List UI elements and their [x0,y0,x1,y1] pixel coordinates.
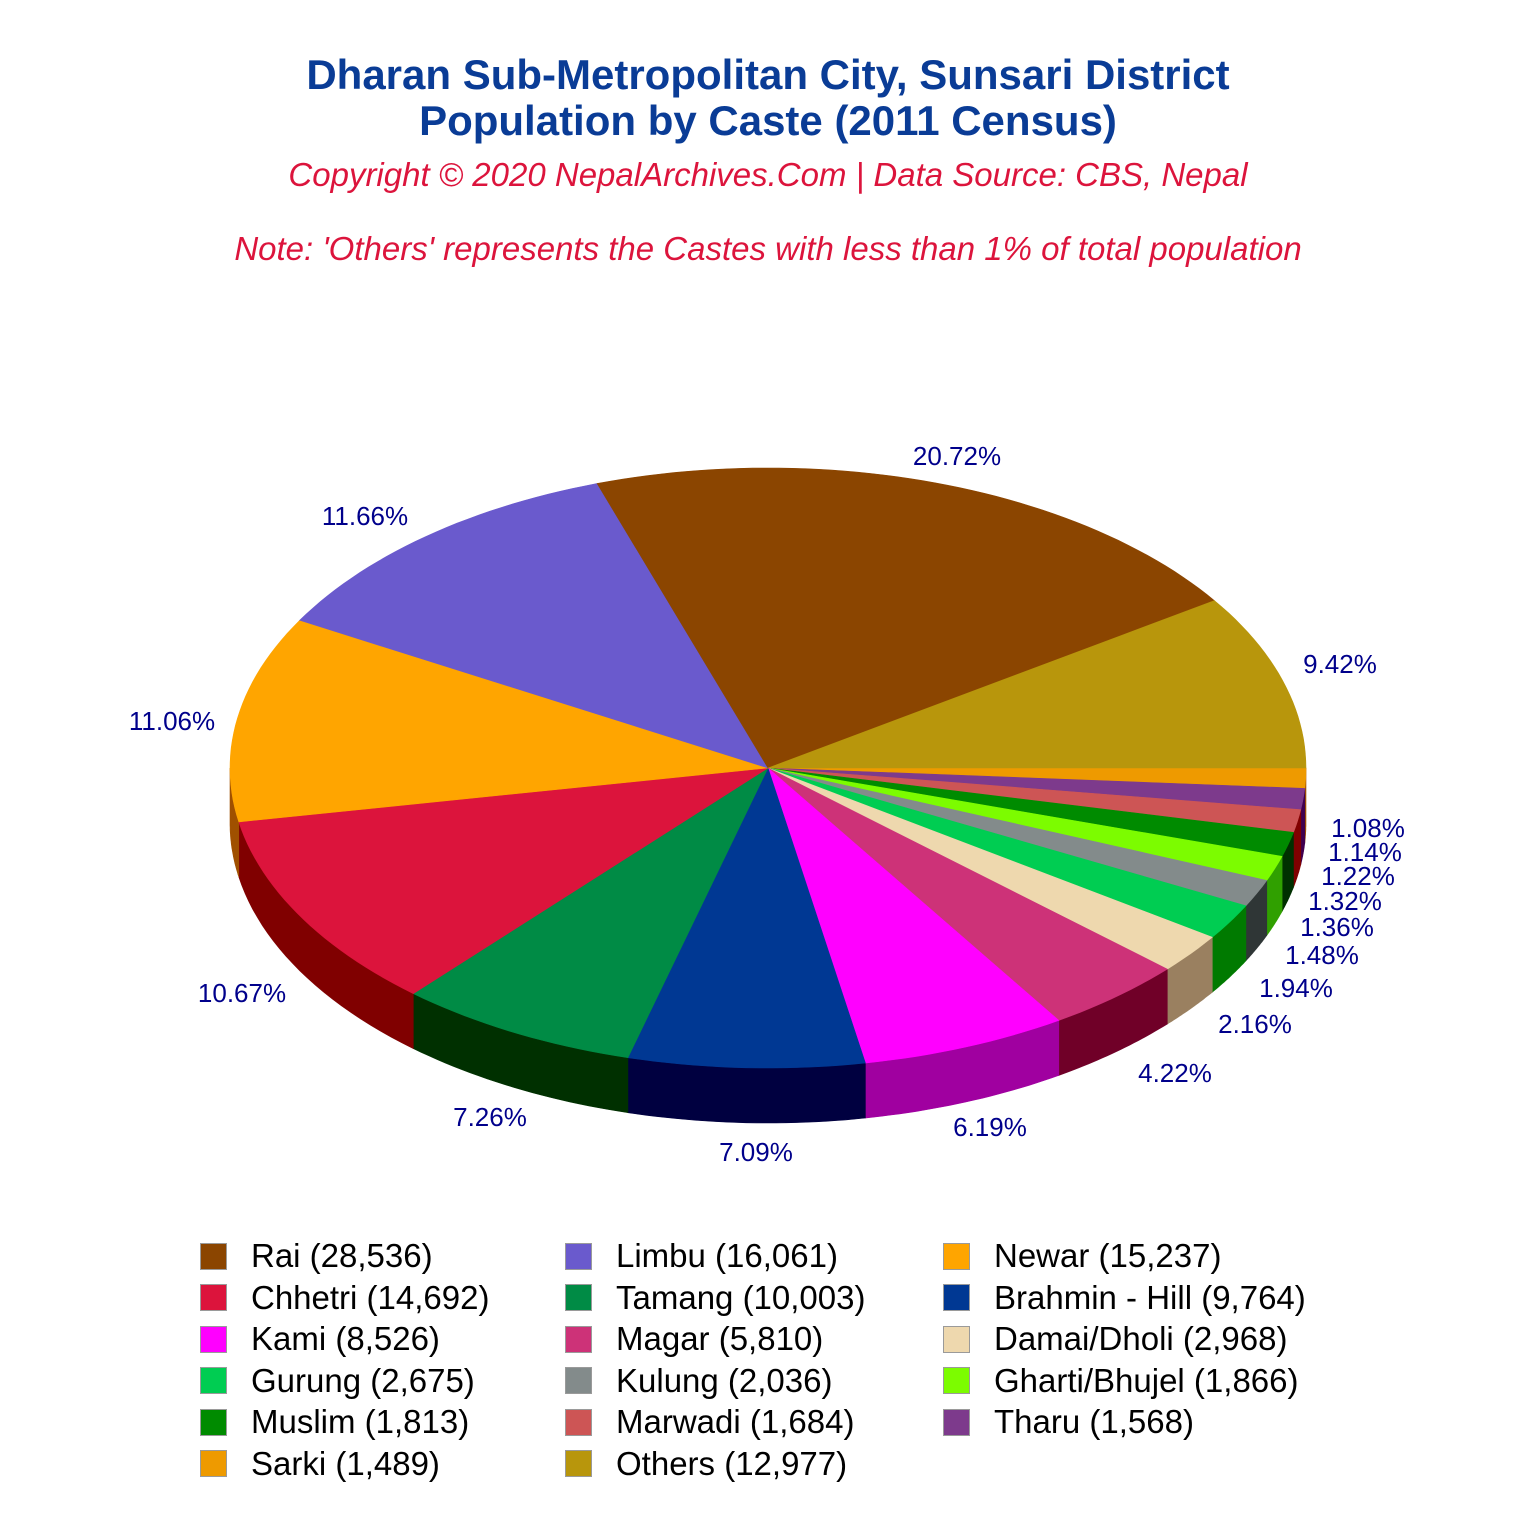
pct-label-gurung: 1.94% [1259,973,1333,1003]
pie-slice-chhetri[interactable] [238,767,769,994]
pie-slice-kami[interactable] [767,767,1060,1064]
legend-label: Muslim (1,813) [251,1403,470,1440]
legend-label: Kami (8,526) [251,1320,440,1357]
chart-title-line2: Population by Caste (2011 Census) [419,97,1117,144]
pct-label-tamang: 7.26% [453,1102,527,1132]
legend-item: Kami (8,526) [200,1319,440,1359]
legend-swatch [943,1367,970,1394]
pie-slice-magar[interactable] [767,767,1168,1021]
legend-item: Chhetri (14,692) [200,1278,489,1318]
legend-label: Sarki (1,489) [251,1444,440,1482]
pct-label-kulung: 1.48% [1285,940,1359,970]
pie-slice-rai[interactable] [596,467,1215,769]
legend-swatch [200,1450,227,1477]
legend-item: Muslim (1,813) [200,1402,469,1442]
legend-label: Brahmin - Hill (9,764) [994,1278,1306,1316]
legend-item: Tharu (1,568) [943,1402,1194,1442]
legend-item: Limbu (16,061) [565,1236,838,1276]
pct-label-limbu: 11.66% [322,501,408,531]
legend-label: Tamang (10,003) [616,1278,866,1316]
legend-swatch [200,1325,227,1353]
pct-label-brahmin-hill: 7.09% [719,1137,793,1167]
legend-swatch [565,1325,592,1353]
legend-swatch [565,1367,592,1394]
pie-slice-newar[interactable] [229,619,769,823]
legend-item: Rai (28,536) [200,1236,433,1276]
legend-item: Tamang (10,003) [565,1278,865,1318]
legend-item: Damai/Dholi (2,968) [943,1319,1287,1359]
pct-label-gharti-bhujel: 1.36% [1300,912,1374,942]
pct-label-others: 9.42% [1303,649,1377,679]
pct-label-newar: 11.06% [129,706,215,736]
legend-swatch [565,1450,592,1477]
pct-label-chhetri: 10.67% [198,978,286,1008]
legend-label: Chhetri (14,692) [251,1278,490,1316]
legend-swatch [565,1242,592,1270]
legend-label: Marwadi (1,684) [616,1403,855,1440]
pct-label-muslim: 1.32% [1308,886,1382,916]
legend-swatch [200,1408,227,1436]
legend-swatch [943,1325,970,1353]
chart-title-line1: Dharan Sub-Metropolitan City, Sunsari Di… [306,51,1230,98]
copyright-text: Copyright © 2020 NepalArchives.Com | Dat… [288,156,1248,193]
legend-item: Sarki (1,489) [200,1444,440,1484]
legend-item: Gharti/Bhujel (1,866) [943,1361,1299,1401]
pie-slice-tamang[interactable] [412,767,769,1059]
pct-label-kami: 6.19% [953,1112,1027,1142]
legend-item: Others (12,977) [565,1444,847,1484]
pie-slice-gurung[interactable] [767,767,1247,938]
legend-label: Kulung (2,036) [616,1361,833,1399]
legend-swatch [200,1242,227,1270]
legend-label: Limbu (16,061) [616,1237,838,1274]
pie-slice-brahmin-hill[interactable] [627,767,866,1069]
legend-label: Tharu (1,568) [994,1403,1194,1440]
pct-label-magar: 4.22% [1138,1058,1212,1088]
legend-item: Gurung (2,675) [200,1361,475,1401]
legend-swatch [565,1408,592,1436]
pie-slice-others[interactable] [767,600,1307,769]
legend-swatch [943,1242,970,1270]
pie-slice-limbu[interactable] [299,483,769,769]
pct-label-rai: 20.72% [913,441,1001,471]
legend-label: Magar (5,810) [616,1320,824,1357]
legend-item: Brahmin - Hill (9,764) [943,1278,1306,1318]
legend-item: Magar (5,810) [565,1319,823,1359]
legend-swatch [565,1284,592,1311]
legend-label: Gharti/Bhujel (1,866) [994,1361,1299,1399]
note-text: Note: 'Others' represents the Castes wit… [234,230,1302,267]
legend-item: Kulung (2,036) [565,1361,832,1401]
legend-item: Marwadi (1,684) [565,1402,854,1442]
legend-label: Damai/Dholi (2,968) [994,1320,1288,1357]
legend-swatch [943,1284,970,1311]
legend-label: Rai (28,536) [251,1237,433,1274]
legend-swatch [943,1408,970,1436]
legend-swatch [200,1367,227,1394]
legend-item: Newar (15,237) [943,1236,1221,1276]
pie-slice-damai-dholi[interactable] [767,767,1213,970]
legend-swatch [200,1284,227,1311]
pct-label-marwadi: 1.22% [1321,861,1395,891]
pct-label-sarki: 1.08% [1331,813,1405,843]
legend-label: Others (12,977) [616,1444,848,1482]
legend-label: Gurung (2,675) [251,1361,475,1399]
pct-label-tharu: 1.14% [1328,837,1402,867]
legend-label: Newar (15,237) [994,1237,1222,1274]
pct-label-damai-dholi: 2.16% [1218,1009,1292,1039]
